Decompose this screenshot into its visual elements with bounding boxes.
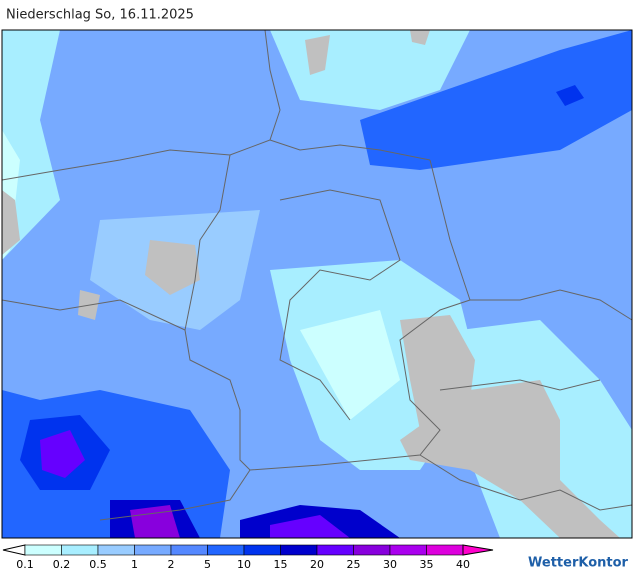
legend-swatch (316, 544, 354, 556)
legend-label: 40 (456, 558, 470, 571)
brand-logo: WetterKontor (528, 556, 629, 571)
legend-swatch (61, 544, 99, 556)
map-frame (1, 29, 633, 539)
legend-label: 25 (347, 558, 361, 571)
legend-swatch (24, 544, 62, 556)
legend-label: 5 (204, 558, 211, 571)
legend-arrow (2, 544, 26, 556)
precip-area (2, 30, 60, 260)
legend: 0.1 0.2 0.5 1 2 5 10 15 20 25 30 35 40 (2, 544, 494, 571)
terrain-mask (145, 240, 200, 295)
precip-area (360, 30, 632, 170)
legend-label: 30 (383, 558, 397, 571)
legend-label: 35 (420, 558, 434, 571)
legend-swatch (280, 544, 318, 556)
legend-swatch (97, 544, 135, 556)
legend-label: 10 (237, 558, 251, 571)
legend-label: 15 (274, 558, 288, 571)
precip-area (270, 515, 350, 538)
legend-swatch (134, 544, 172, 556)
legend-swatch (353, 544, 391, 556)
legend-label: 2 (168, 558, 175, 571)
legend-label: 0.1 (16, 558, 34, 571)
legend-swatch (207, 544, 245, 556)
map-title: Niederschlag So, 16.11.2025 (6, 8, 194, 23)
terrain-mask (305, 35, 330, 75)
borders (1, 29, 633, 521)
precip-area (556, 85, 584, 106)
terrain-mask (2, 190, 20, 255)
legend-arrow (462, 544, 494, 556)
precip-area (300, 310, 400, 420)
terrain-mask (410, 30, 430, 45)
legend-swatch (243, 544, 281, 556)
legend-swatch (170, 544, 208, 556)
legend-swatch (389, 544, 427, 556)
legend-swatch (426, 544, 464, 556)
legend-label: 0.5 (89, 558, 107, 571)
legend-label: 1 (131, 558, 138, 571)
legend-label: 20 (310, 558, 324, 571)
precip-area (130, 505, 180, 538)
legend-label: 0.2 (53, 558, 71, 571)
map (1, 29, 633, 539)
precip-area (40, 430, 85, 478)
terrain-mask (400, 380, 620, 538)
